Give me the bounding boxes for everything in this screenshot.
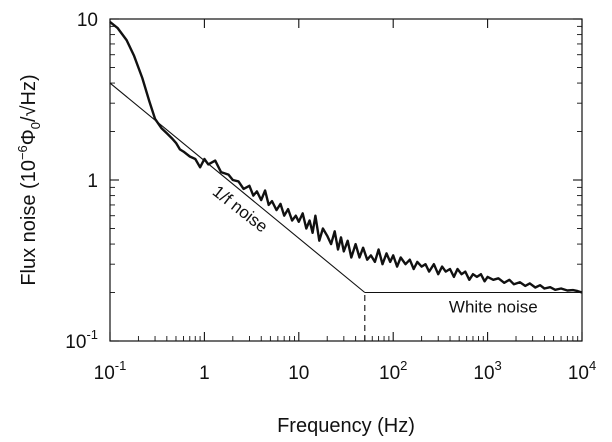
y-axis-label: Flux noise (10−6Φ0/√Hz) — [15, 74, 43, 285]
y-tick-label: 1 — [87, 171, 98, 192]
one-over-f-fit-line — [109, 82, 366, 293]
y-axis-label-main: Flux noise (10 — [18, 160, 40, 286]
x-tick-label: 1 — [199, 363, 210, 384]
tick-layer: 10-1 1 10 102 103 104 10-1 1 10 — [65, 10, 596, 384]
y-tick-label: 10 — [77, 10, 98, 31]
x-tick-label: 10-1 — [94, 358, 127, 384]
x-axis-label: Frequency (Hz) — [277, 415, 415, 437]
y-axis-label-sub: 0 — [28, 122, 43, 129]
x-tick-label: 10 — [288, 363, 309, 384]
x-tick-label: 104 — [568, 358, 596, 384]
x-tick-label: 103 — [473, 358, 501, 384]
y-axis-label-sqrt: /√ — [18, 105, 40, 122]
y-axis-label-end: Hz) — [18, 74, 40, 105]
y-tick-label: 10-1 — [65, 327, 98, 353]
series-layer — [109, 20, 583, 341]
y-axis-label-unit: Φ — [18, 129, 40, 145]
x-tick-label: 102 — [379, 358, 407, 384]
y-axis-label-exp: −6 — [15, 145, 30, 160]
measured-noise-curve — [109, 20, 583, 294]
white-noise-label: White noise — [449, 298, 538, 317]
